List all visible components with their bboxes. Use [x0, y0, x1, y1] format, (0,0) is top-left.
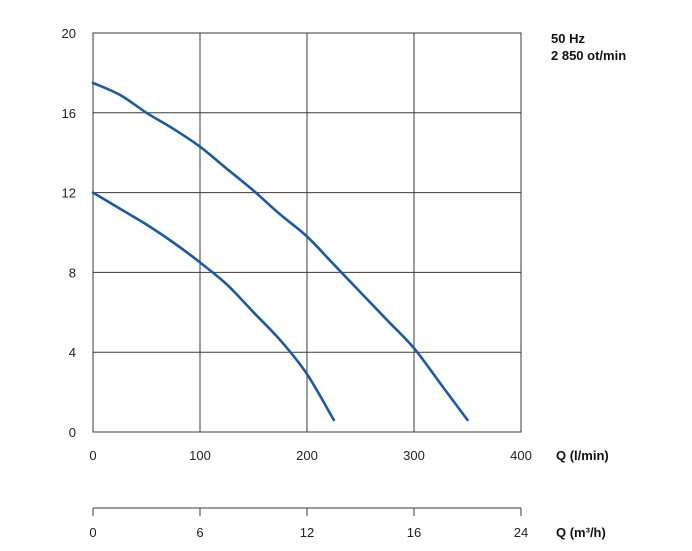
secondary-x-axis: [92, 507, 522, 516]
frequency-annotation: 50 Hz: [551, 31, 585, 46]
y-tick-label: 12: [62, 186, 76, 201]
secondary-x-axis-title: Q (m³/h): [556, 525, 606, 540]
x-tick-label: 100: [189, 448, 211, 463]
y-tick-labels: 0 4 8 12 16 20: [62, 26, 76, 440]
secondary-x-tick-label: 12: [300, 525, 314, 540]
x-tick-label: 200: [296, 448, 318, 463]
x-tick-label: 400: [510, 448, 532, 463]
x-tick-label: 300: [403, 448, 425, 463]
speed-annotation: 2 850 ot/min: [551, 48, 627, 63]
y-tick-label: 8: [69, 265, 76, 280]
curves: [91, 81, 469, 422]
x-tick-label: 0: [89, 448, 96, 463]
y-tick-label: 20: [62, 26, 76, 41]
pump-curve-2: [91, 191, 336, 422]
secondary-x-tick-label: 24: [514, 525, 528, 540]
pump-curve-1: [91, 81, 469, 422]
secondary-x-tick-label: 6: [196, 525, 203, 540]
y-tick-label: 0: [69, 425, 76, 440]
secondary-x-tick-labels: 0 6 12 16 24: [89, 525, 528, 540]
y-tick-label: 4: [69, 345, 76, 360]
x-tick-labels: 0 100 200 300 400: [89, 448, 531, 463]
grid: [92, 32, 522, 433]
x-axis-title: Q (l/min): [556, 448, 609, 463]
y-tick-label: 16: [62, 106, 76, 121]
secondary-x-tick-label: 16: [407, 525, 421, 540]
secondary-x-tick-label: 0: [89, 525, 96, 540]
